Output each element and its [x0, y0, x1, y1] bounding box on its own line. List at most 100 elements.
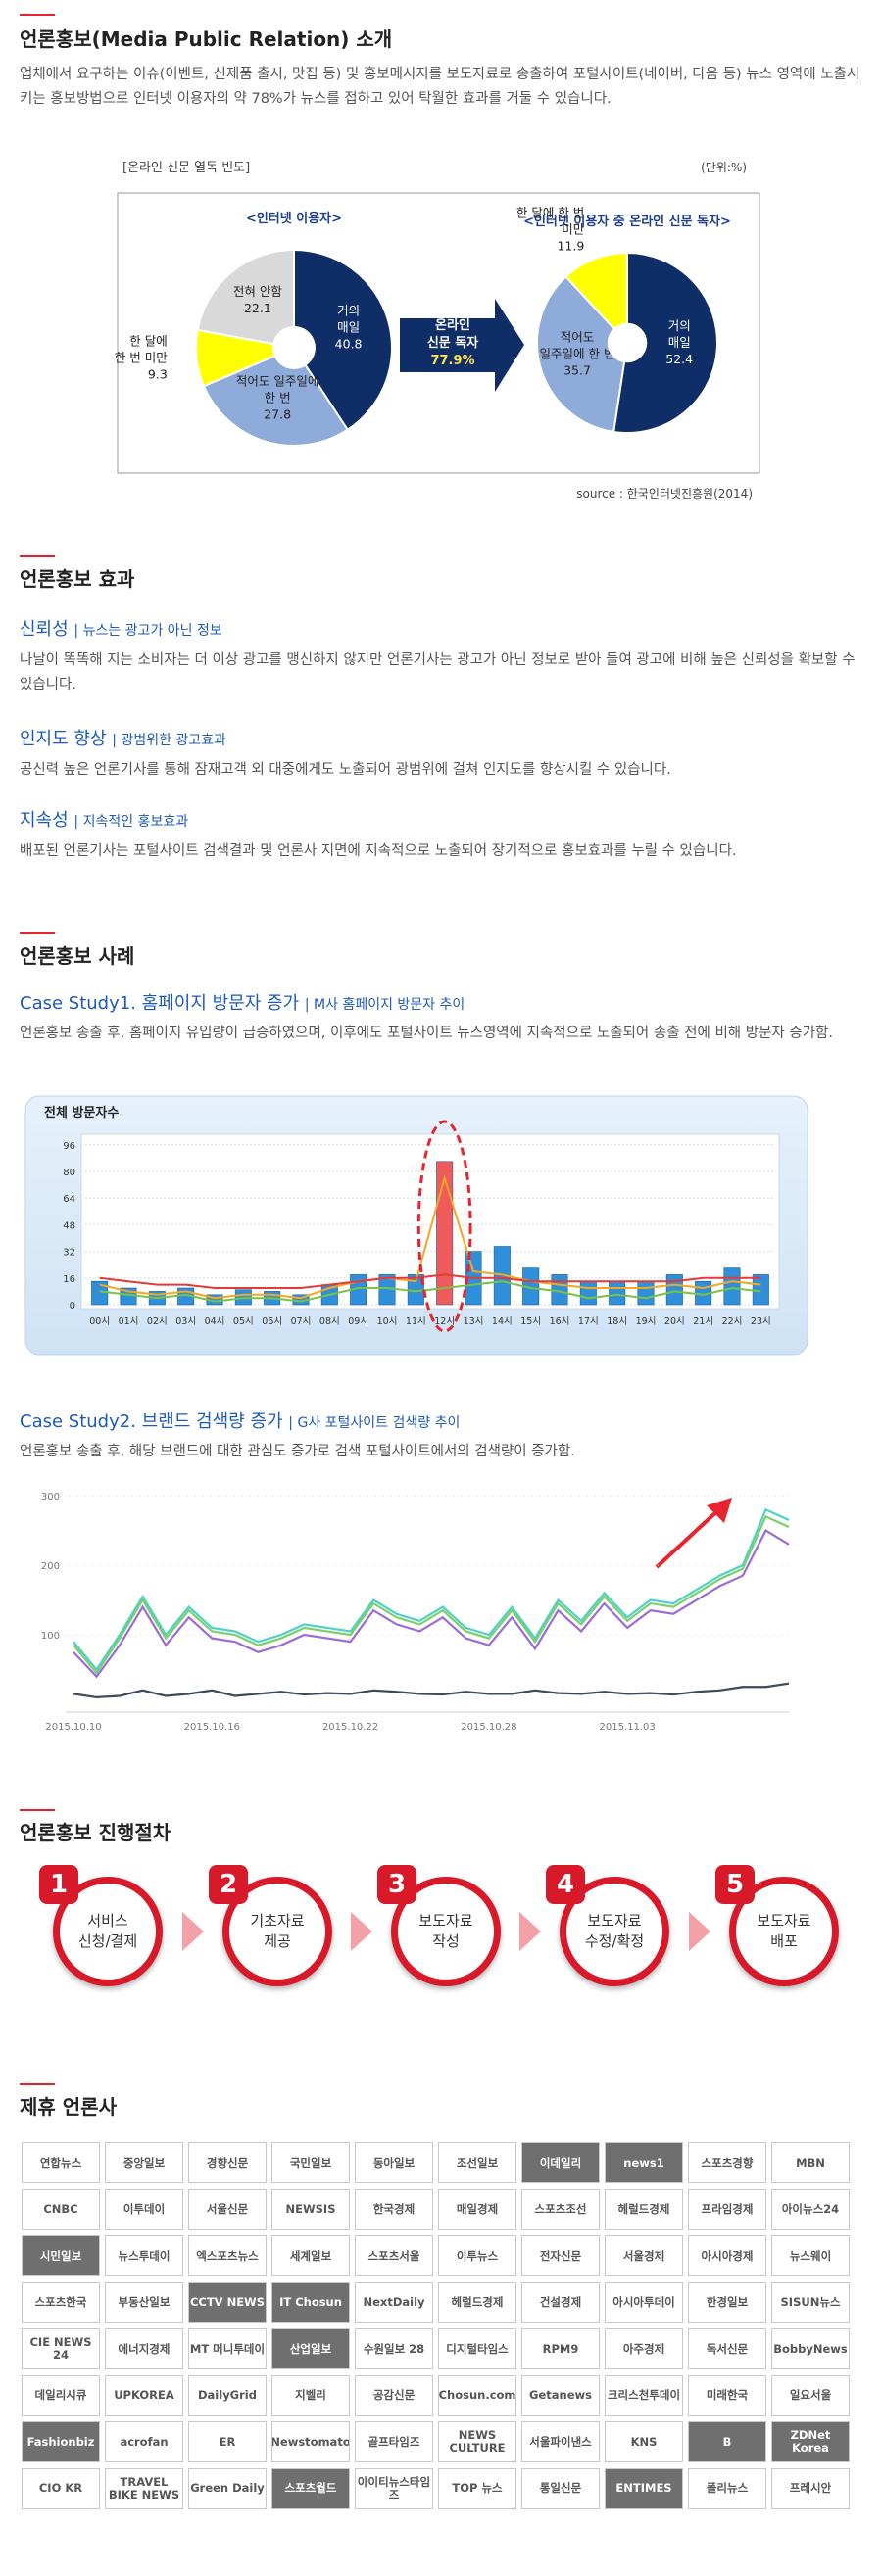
line	[99, 1280, 761, 1303]
step-label: 배포	[770, 1932, 798, 1950]
slice-label-line: 한 달에	[129, 333, 167, 348]
partner-logo: SISUN뉴스	[771, 2281, 850, 2323]
accent-bar	[20, 932, 55, 934]
x-tick-label: 2015.10.22	[322, 1722, 378, 1733]
partner-logo: Chosun.com	[438, 2374, 516, 2416]
arrow-text: 온라인	[435, 317, 470, 333]
slice-value: 52.4	[665, 352, 693, 366]
partner-logo: NEWSIS	[271, 2188, 350, 2230]
step: 보도자료 수정/확정	[560, 1877, 669, 1986]
partner-logo: KNS	[605, 2421, 683, 2462]
bar	[609, 1280, 626, 1306]
line	[99, 1273, 761, 1289]
slice-label-line: 미만	[562, 222, 585, 237]
step-label: 기초자료	[250, 1912, 305, 1930]
step-number: 1	[39, 1865, 78, 1904]
x-tick-label: 2015.10.28	[461, 1722, 516, 1733]
slice-label: 한 달에 한 번 미만 11.9	[516, 206, 585, 254]
partner-logo: Getanews	[521, 2374, 600, 2416]
slice-label-line: 매일	[337, 319, 360, 334]
partner-logo: 시민일보	[22, 2235, 100, 2276]
arrow	[400, 299, 524, 392]
partner-logo: CNBC	[22, 2188, 100, 2230]
partner-logo: 크리스천투데이	[605, 2374, 683, 2416]
slice-label-line: 매일	[668, 335, 691, 350]
step-label: 보도자료	[418, 1912, 473, 1930]
partner-logo: 프라임경제	[688, 2188, 766, 2230]
partner-logo: 이투데이	[105, 2188, 183, 2230]
partner-logo: 이데일리	[521, 2142, 600, 2183]
partner-logo: 중앙일보	[105, 2142, 183, 2183]
line	[73, 1514, 790, 1675]
donut-hole	[607, 322, 648, 363]
x-tick-label: 2015.11.03	[600, 1722, 656, 1733]
chart-title: 전체 방문자수	[44, 1105, 119, 1121]
bar	[436, 1161, 454, 1306]
partner-logo: MT 머니투데이	[188, 2328, 267, 2369]
figure-unit: (단위:%)	[701, 161, 747, 174]
partner-logo: 조선일보	[438, 2142, 516, 2183]
partner-logo: 폴리뉴스	[688, 2467, 766, 2509]
partner-logo: 스포츠서울	[355, 2235, 433, 2276]
partner-logo: RPM9	[521, 2328, 600, 2369]
slice-value: 35.7	[564, 363, 591, 378]
section-title: 제휴 언론사	[20, 2095, 117, 2119]
step-label: 작성	[432, 1932, 460, 1950]
partner-logo: 공감신문	[355, 2374, 433, 2416]
line	[73, 1682, 790, 1699]
step-number: 5	[715, 1865, 755, 1904]
x-tick-label: 06시	[262, 1316, 282, 1327]
partner-logo: 한경일보	[688, 2281, 766, 2323]
partner-logo: 독서신문	[688, 2328, 766, 2369]
partner-logo: 매일경제	[438, 2188, 516, 2230]
step-label: 서비스	[87, 1912, 128, 1930]
x-tick-label: 02시	[147, 1316, 168, 1327]
highlight-ring	[416, 1120, 472, 1333]
partner-logo: Fashionbiz	[22, 2421, 100, 2462]
partner-logo: 통일신문	[521, 2467, 600, 2509]
partner-logo: 엑스포츠뉴스	[188, 2235, 267, 2276]
plot-area	[80, 1133, 780, 1310]
slice-label: 한 달에 한 번 미만 9.3	[115, 333, 168, 381]
item-subtitle: | 지속적인 홍보효과	[74, 814, 189, 830]
partner-logo: 뉴스투데이	[105, 2235, 183, 2276]
partner-logo: 아이뉴스24	[771, 2188, 850, 2230]
partner-logo: 한국경제	[355, 2188, 433, 2230]
x-tick-label: 09시	[348, 1316, 368, 1327]
step-arrow	[519, 1912, 541, 1951]
item-text: 배포된 언론기사는 포털사이트 검색결과 및 언론사 지면에 지속적으로 노출되…	[20, 843, 737, 859]
bar	[723, 1267, 741, 1306]
search-chart: 100 200 300 2015.10.10 2015.10.16 2015.10.22 2…	[41, 1492, 790, 1733]
slice	[536, 275, 629, 434]
partner-logo: CIE NEWS 24	[22, 2328, 100, 2369]
x-tick-label: 2015.10.10	[45, 1722, 101, 1733]
slice-label-line: 거의	[337, 303, 360, 317]
item-title: 지속성 | 지속적인 홍보효과	[20, 806, 188, 832]
partner-logo: acrofan	[105, 2421, 183, 2462]
line	[99, 1174, 761, 1300]
partner-logo: 디지털타임스	[438, 2328, 516, 2369]
step-label: 신청/결제	[77, 1932, 138, 1950]
step-label: 제공	[264, 1932, 291, 1950]
partner-logo: 아이티뉴스타임즈	[355, 2467, 433, 2509]
bar	[665, 1274, 683, 1306]
slice-label-line: 전혀 안함	[233, 284, 282, 299]
accent-bar	[20, 1809, 55, 1811]
x-tick-label: 00시	[89, 1316, 110, 1327]
accent-bar	[20, 555, 55, 557]
x-tick-label: 18시	[607, 1316, 627, 1327]
slice-label-line: 거의	[668, 318, 691, 333]
slice-label: 적어도 일주일에 한 번 35.7	[540, 330, 615, 378]
slice	[196, 248, 295, 350]
slice-label: 적어도 일주일에 한 번 27.8	[236, 373, 318, 421]
section-title: 언론홍보(Media Public Relation) 소개	[20, 27, 393, 51]
slice	[564, 251, 628, 346]
x-tick-label: 23시	[751, 1316, 771, 1327]
bar	[752, 1274, 769, 1306]
partner-logo: B	[688, 2421, 766, 2462]
step-arrow	[351, 1912, 372, 1951]
partner-logo: ZDNet Korea	[771, 2421, 850, 2462]
partner-logo: 스포츠월드	[271, 2467, 350, 2509]
step-label: 수정/확정	[584, 1932, 645, 1950]
